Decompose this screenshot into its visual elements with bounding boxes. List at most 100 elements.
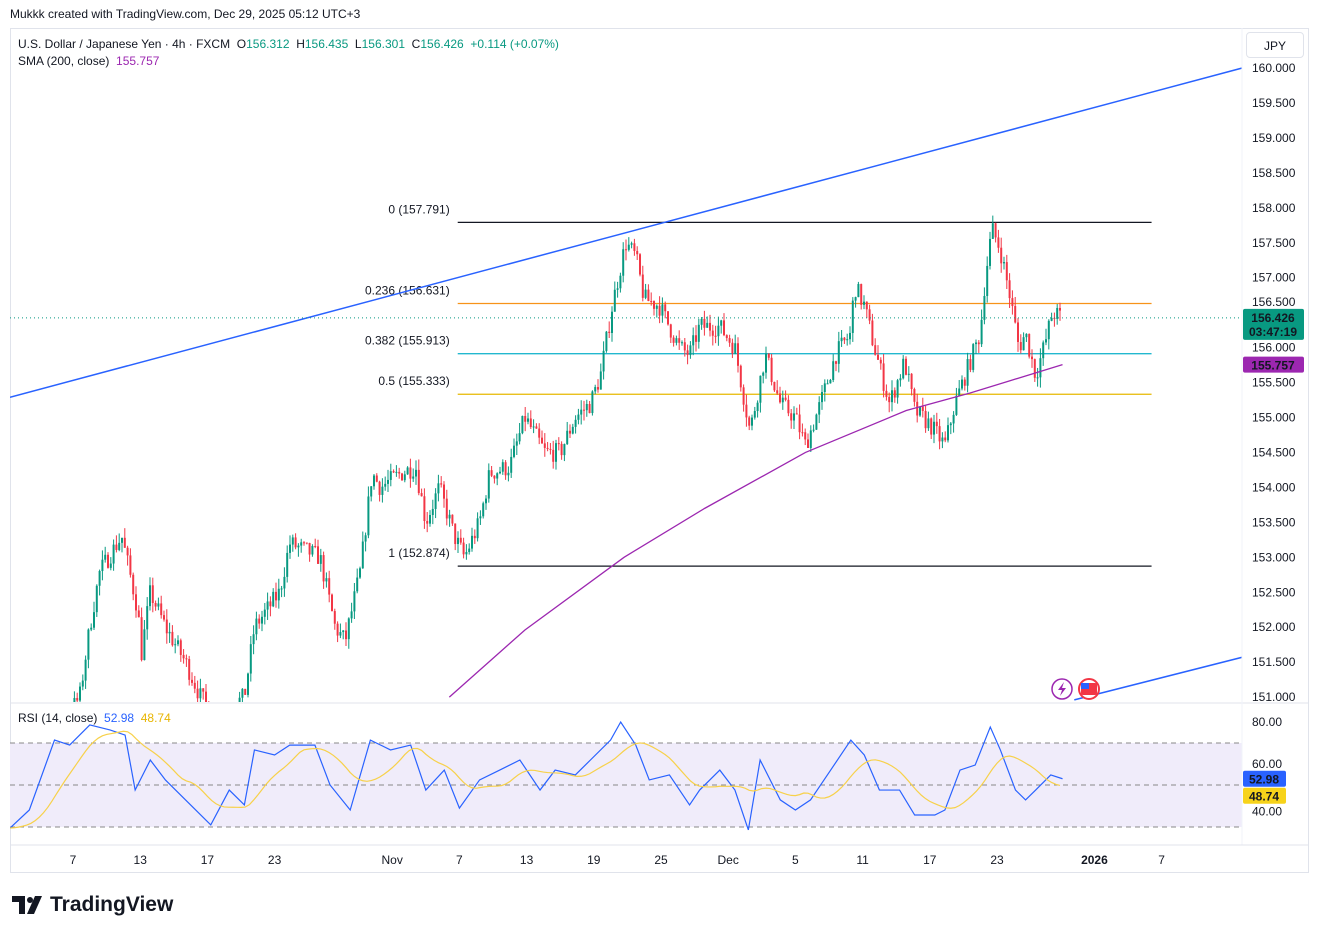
candle-body: [345, 630, 347, 640]
candle-body: [552, 449, 555, 462]
candle-body: [373, 475, 375, 487]
candle-body: [672, 337, 675, 343]
candle-body: [81, 680, 84, 687]
candle-body: [76, 697, 79, 701]
candle-body: [440, 483, 443, 485]
candle-body: [563, 444, 566, 456]
candle-body: [991, 223, 994, 239]
candle-body: [781, 397, 784, 403]
price-axis-label: 156.000: [1252, 341, 1296, 355]
price-axis-label: 154.500: [1252, 445, 1296, 459]
candle-body: [877, 354, 879, 360]
candle-body: [779, 393, 781, 403]
candle-body: [745, 404, 748, 418]
candle-body: [793, 413, 795, 421]
candle-body: [627, 244, 630, 250]
candle-body: [787, 399, 790, 414]
time-axis-label: 17: [201, 853, 215, 867]
candle-body: [398, 471, 401, 474]
time-axis-label: 13: [520, 853, 534, 867]
candle-body: [473, 535, 476, 539]
rsi-axis-label: 40.00: [1252, 805, 1282, 819]
candle-body: [303, 542, 305, 544]
candle-body: [249, 644, 252, 674]
symbol-name[interactable]: U.S. Dollar / Japanese Yen · 4h · FXCM: [18, 37, 231, 51]
candle-body: [415, 469, 417, 477]
low-value: 156.301: [361, 37, 405, 51]
candle-body: [258, 618, 261, 624]
time-axis-label: 23: [268, 853, 282, 867]
candle-body: [454, 523, 457, 545]
candle-body: [700, 318, 703, 325]
candle-body: [961, 379, 963, 389]
time-axis-label: 13: [134, 853, 148, 867]
candle-body: [510, 456, 513, 473]
candle-body: [468, 548, 471, 553]
rsi-label[interactable]: RSI (14, close): [18, 711, 98, 725]
symbol-legend[interactable]: U.S. Dollar / Japanese Yen · 4h · FXCM O…: [18, 36, 559, 70]
candle-body: [594, 387, 597, 392]
price-axis-label: 153.500: [1252, 515, 1296, 529]
candle-body: [521, 415, 524, 434]
currency-button[interactable]: JPY: [1246, 32, 1304, 58]
candle-body: [409, 467, 412, 479]
candle-body: [543, 443, 546, 448]
candle-body: [266, 601, 269, 610]
candle-body: [423, 496, 426, 521]
candle-body: [935, 421, 938, 427]
candle-body: [314, 546, 317, 548]
candle-body: [801, 432, 804, 434]
candle-body: [401, 473, 403, 481]
candle-body: [179, 640, 182, 655]
candle-body: [457, 537, 459, 545]
candle-body: [319, 555, 322, 564]
candle-body: [583, 409, 585, 411]
sma-label[interactable]: SMA (200, close): [18, 54, 110, 68]
candle-body: [751, 417, 753, 426]
tradingview-logo[interactable]: TradingView: [12, 893, 173, 917]
candle-body: [675, 338, 678, 343]
candle-body: [1036, 377, 1039, 379]
rsi-legend[interactable]: RSI (14, close) 52.98 48.74: [18, 711, 171, 725]
candle-body: [591, 391, 594, 414]
candle-body: [868, 309, 871, 321]
candle-body: [541, 437, 543, 444]
candle-body: [434, 493, 437, 509]
candle-body: [289, 544, 291, 553]
candle-body: [902, 358, 905, 379]
candle-body: [969, 359, 972, 370]
candle-body: [98, 571, 101, 586]
candle-body: [165, 619, 168, 634]
candle-body: [286, 552, 289, 577]
fib-level-label: 0.382 (155.913): [365, 334, 450, 348]
candle-body: [1059, 307, 1061, 311]
candle-body: [515, 441, 518, 446]
candle-body: [403, 474, 406, 481]
candle-body: [199, 688, 202, 699]
candle-body: [135, 594, 137, 611]
candle-body: [406, 467, 409, 475]
low-label: L: [354, 37, 362, 51]
candle-body: [924, 410, 927, 429]
candle-body: [826, 383, 829, 385]
candle-body: [359, 568, 361, 578]
candle-body: [275, 591, 277, 601]
candle-body: [233, 712, 235, 713]
candle-body: [630, 243, 633, 245]
credit-text: Mukkk created with TradingView.com, Dec …: [10, 7, 361, 21]
candle-body: [191, 679, 193, 683]
candle-body: [975, 342, 977, 345]
candle-body: [846, 339, 849, 341]
time-axis-label: 23: [990, 853, 1004, 867]
candle-body: [160, 603, 163, 616]
price-axis-label: 158.500: [1252, 166, 1296, 180]
rsi-axis-label: 80.00: [1252, 715, 1282, 729]
candle-body: [524, 415, 527, 422]
candle-body: [211, 717, 213, 719]
candle-body: [602, 350, 605, 372]
candle-body: [818, 402, 821, 415]
candle-body: [482, 503, 485, 517]
candle-body: [723, 320, 725, 336]
candle-body: [353, 591, 356, 612]
